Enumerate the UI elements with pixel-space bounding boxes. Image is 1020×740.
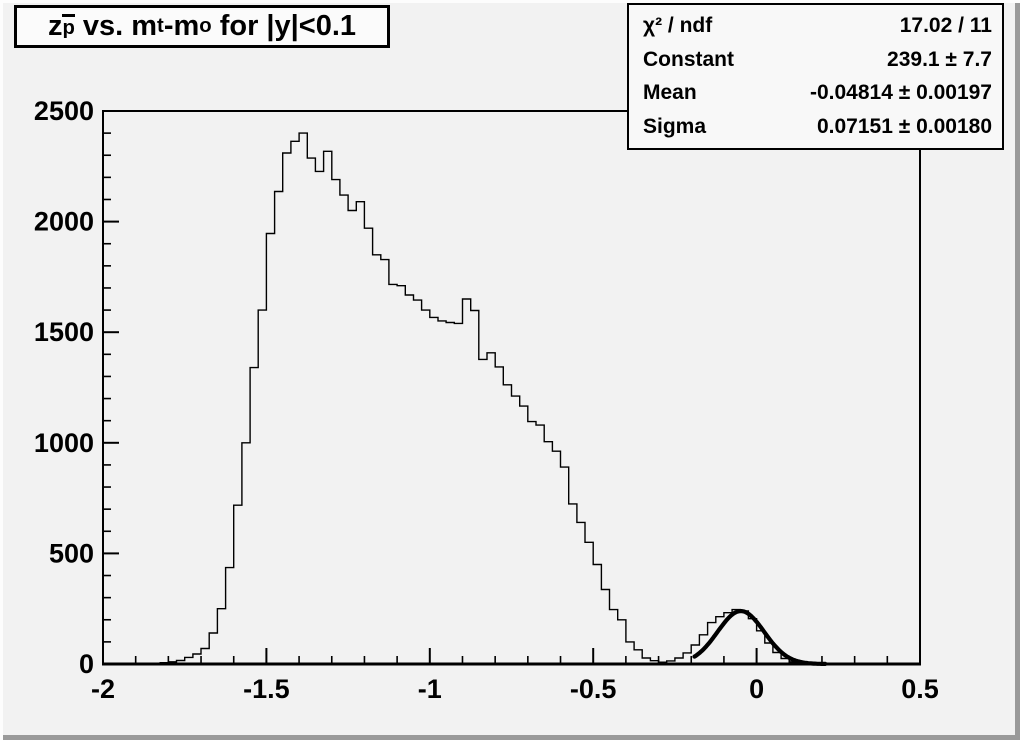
title-subscript-t: t: [157, 15, 164, 37]
x-tick-label: -2: [91, 674, 115, 704]
title-subscript-o: o: [199, 15, 212, 37]
stats-label-sigma: Sigma: [643, 115, 707, 139]
title-subscript-pbar: p: [62, 14, 75, 39]
stats-label-chi2: χ² / ndf: [643, 13, 713, 37]
fit-curve: [692, 609, 828, 666]
stats-row-sigma: Sigma 0.07151 ± 0.00180: [643, 115, 992, 139]
y-tick-label: 1500: [34, 317, 94, 347]
stats-value-chi2: 17.02 / 11: [899, 13, 992, 37]
stats-value-mean: -0.04814 ± 0.00197: [809, 81, 992, 105]
y-tick-label: 1000: [34, 428, 94, 458]
stats-row-chi2: χ² / ndf 17.02 / 11: [643, 14, 992, 38]
x-tick-label: -1: [418, 674, 442, 704]
stats-row-constant: Constant 239.1 ± 7.7: [643, 48, 992, 72]
title-text: -m: [163, 10, 200, 42]
title-text: vs. m: [74, 10, 158, 42]
histogram-line: [103, 132, 920, 665]
stats-value-sigma: 0.07151 ± 0.00180: [816, 115, 992, 139]
y-tick-label: 0: [79, 649, 94, 679]
y-tick-label: 2000: [34, 207, 94, 237]
fit-stats-box: χ² / ndf 17.02 / 11 Constant 239.1 ± 7.7…: [627, 3, 1004, 150]
x-tick-label: -0.5: [570, 674, 617, 704]
y-tick-label: 2500: [34, 96, 94, 126]
title-text: z: [47, 10, 63, 42]
stats-label-mean: Mean: [643, 81, 697, 105]
title-text: for |y|<0.1: [211, 10, 357, 42]
x-tick-label: 0.5: [901, 674, 939, 704]
x-tick-label: 0: [749, 674, 764, 704]
stats-label-constant: Constant: [643, 47, 734, 71]
x-tick-label: -1.5: [243, 674, 290, 704]
y-tick-label: 500: [49, 538, 94, 568]
stats-row-mean: Mean -0.04814 ± 0.00197: [643, 81, 992, 105]
stats-value-constant: 239.1 ± 7.7: [887, 47, 992, 71]
